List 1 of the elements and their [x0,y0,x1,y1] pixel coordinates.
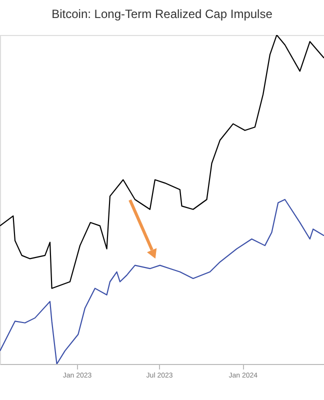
chart-title: Bitcoin: Long-Term Realized Cap Impulse [52,7,273,21]
